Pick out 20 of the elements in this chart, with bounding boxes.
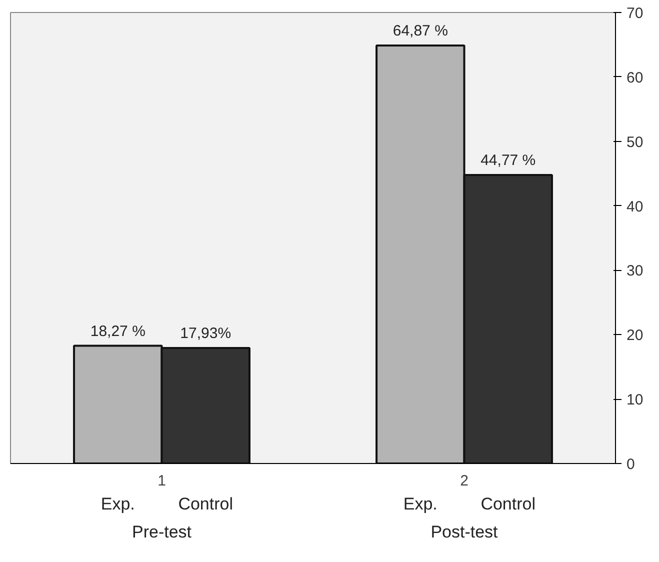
y-tick-label: 50 (626, 134, 644, 151)
data-label: 64,87 % (392, 22, 448, 40)
y-tick-label: 60 (626, 69, 644, 86)
series-label: Exp. (100, 494, 135, 514)
data-label: 18,27 % (90, 322, 146, 340)
x-tick-label: 2 (460, 472, 468, 490)
y-tick-label: 10 (626, 392, 644, 409)
data-label: 17,93% (180, 324, 232, 342)
x-tick-label: 1 (158, 472, 166, 490)
y-tick-label: 30 (626, 262, 644, 280)
data-label: 44,77 % (480, 152, 536, 170)
y-tick-label: 20 (626, 327, 644, 344)
text: Exp. (403, 494, 438, 514)
series-label: Control (178, 494, 234, 514)
y-tick-label: 70 (626, 5, 644, 22)
text: Control (480, 494, 536, 514)
text: Pre-test (132, 522, 192, 542)
y-tick-label: 0 (626, 456, 635, 473)
y-tick-label: 40 (626, 198, 644, 216)
text: Post-test (430, 522, 498, 542)
